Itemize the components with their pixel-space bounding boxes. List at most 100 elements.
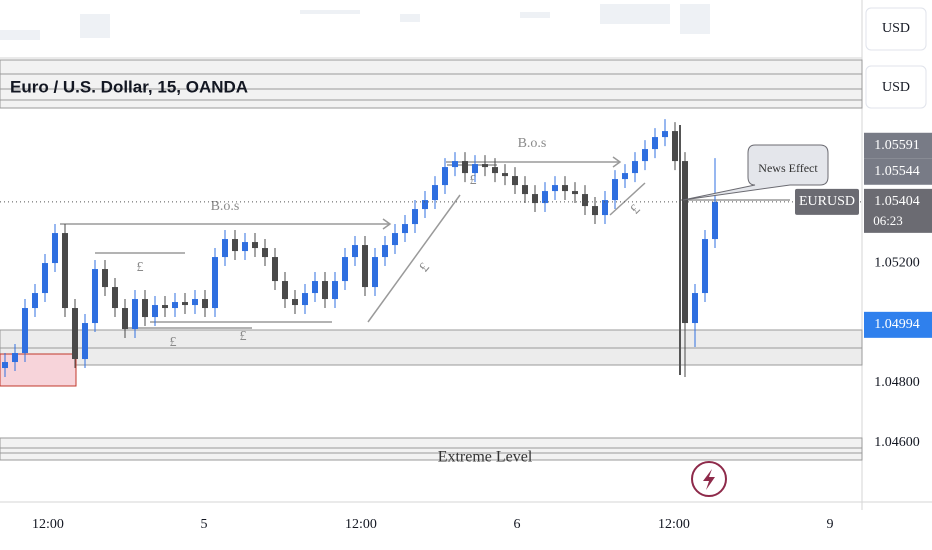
y-tick-label: 1.05200 bbox=[874, 255, 920, 270]
annotation: B.o.s bbox=[518, 136, 547, 151]
candle-body bbox=[192, 299, 198, 306]
currency-button[interactable] bbox=[865, 7, 927, 51]
candle-body bbox=[202, 299, 208, 309]
candle-body bbox=[392, 233, 398, 246]
candle-body bbox=[152, 305, 158, 318]
candle-body bbox=[12, 353, 18, 363]
y-tick-label: 1.04800 bbox=[874, 375, 920, 390]
candle-body bbox=[42, 263, 48, 294]
candle-body bbox=[222, 239, 228, 258]
candle-body bbox=[282, 281, 288, 300]
candle-body bbox=[702, 239, 708, 294]
faded-shape bbox=[400, 14, 420, 22]
candle-body bbox=[112, 287, 118, 309]
drawings bbox=[60, 156, 790, 329]
candle-body bbox=[522, 185, 528, 195]
candle-body bbox=[132, 299, 138, 330]
candle-body bbox=[462, 161, 468, 174]
candle-body bbox=[262, 248, 268, 258]
candle-body bbox=[92, 269, 98, 324]
zones bbox=[0, 59, 863, 461]
candle-body bbox=[352, 245, 358, 258]
candle-body bbox=[422, 200, 428, 210]
faded-shape bbox=[600, 4, 670, 24]
annotation: Extreme Level bbox=[438, 449, 533, 466]
plot bbox=[0, 119, 862, 378]
arrow-head bbox=[612, 156, 622, 168]
candle-body bbox=[72, 308, 78, 360]
candle-body bbox=[602, 200, 608, 216]
candle-body bbox=[332, 281, 338, 300]
candle-body bbox=[592, 206, 598, 216]
candle-body bbox=[342, 257, 348, 282]
candle-body bbox=[302, 293, 308, 306]
candle-body bbox=[22, 308, 28, 354]
candle-body bbox=[212, 257, 218, 309]
candle-body bbox=[242, 242, 248, 252]
price-tag bbox=[864, 158, 932, 185]
candle-body bbox=[2, 362, 8, 369]
candle-body bbox=[372, 257, 378, 288]
y-tick-label: 1.04600 bbox=[874, 435, 920, 450]
price-axis: 12:00 5 12:00 6 12:00 9 1.04600 1.04800 1.05200 1… bbox=[32, 132, 932, 532]
candle-body bbox=[512, 176, 518, 186]
last-price-tag bbox=[864, 188, 932, 233]
price-tag bbox=[864, 311, 932, 338]
candle-body bbox=[672, 131, 678, 162]
candle-body bbox=[162, 305, 168, 309]
candle-body bbox=[562, 185, 568, 192]
candle-body bbox=[582, 194, 588, 207]
x-tick-label: 5 bbox=[201, 517, 208, 532]
candle-body bbox=[642, 149, 648, 162]
candle-body bbox=[532, 194, 538, 204]
arrow-head bbox=[382, 218, 392, 230]
annotation: £ bbox=[470, 173, 477, 188]
candle-body bbox=[572, 191, 578, 195]
symbol-label: EURUSD bbox=[799, 194, 855, 209]
callout-text: News Effect bbox=[758, 161, 818, 175]
annotation: £ bbox=[170, 335, 177, 350]
candle-body bbox=[322, 281, 328, 300]
currency-label: USD bbox=[882, 21, 910, 36]
candle-body bbox=[172, 302, 178, 309]
last-price-label: 1.05404 bbox=[874, 194, 920, 209]
candle-body bbox=[232, 239, 238, 252]
candle-body bbox=[402, 224, 408, 234]
countdown: 06:23 bbox=[873, 213, 903, 228]
faded-shape bbox=[0, 30, 40, 40]
annotation: £ bbox=[417, 260, 433, 275]
x-tick-label: 12:00 bbox=[345, 517, 377, 532]
callout bbox=[682, 144, 829, 201]
faded-shape bbox=[80, 14, 110, 38]
candle-body bbox=[382, 245, 388, 258]
top-pane bbox=[0, 4, 710, 40]
candle-body bbox=[272, 257, 278, 282]
x-tick-label: 6 bbox=[514, 517, 521, 532]
candle-body bbox=[292, 299, 298, 306]
x-tick-label: 12:00 bbox=[32, 517, 64, 532]
faded-shape bbox=[300, 10, 360, 14]
candle-body bbox=[252, 242, 258, 249]
candle-body bbox=[432, 185, 438, 201]
candle-body bbox=[692, 293, 698, 324]
currency-label: USD bbox=[882, 80, 910, 95]
candle-body bbox=[542, 191, 548, 204]
candle-body bbox=[682, 161, 688, 324]
candle-body bbox=[622, 173, 628, 180]
candle-body bbox=[32, 293, 38, 309]
currency-button[interactable] bbox=[865, 65, 927, 109]
candle-body bbox=[552, 185, 558, 192]
price-tag-label: 1.04994 bbox=[874, 317, 920, 332]
candle-body bbox=[492, 167, 498, 174]
candle-body bbox=[632, 161, 638, 174]
annotation: £ bbox=[137, 260, 144, 275]
chart-title: Euro / U.S. Dollar, 15, OANDA bbox=[10, 77, 248, 96]
symbol-tag bbox=[795, 188, 859, 215]
candle-body bbox=[82, 323, 88, 360]
candle-body bbox=[482, 164, 488, 168]
demand-box bbox=[0, 353, 77, 387]
faded-shape bbox=[520, 12, 550, 18]
candle-body bbox=[312, 281, 318, 294]
